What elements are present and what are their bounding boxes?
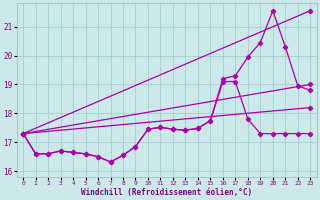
X-axis label: Windchill (Refroidissement éolien,°C): Windchill (Refroidissement éolien,°C) [81,188,252,197]
